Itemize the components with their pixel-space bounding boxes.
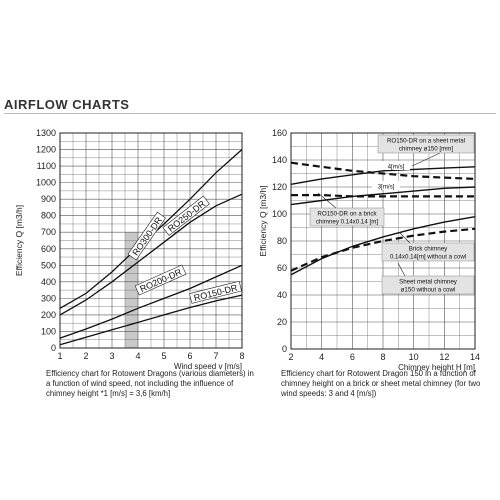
y-tick-label: 60 [277, 263, 287, 273]
series-label-box [162, 195, 210, 236]
y-tick-label: 0 [51, 343, 56, 353]
x-axis-label: Chimney height H [m] [398, 363, 475, 372]
y-tick-label: 20 [277, 317, 287, 327]
x-tick-label: 5 [161, 351, 166, 361]
y-axis-label: Efficiency Q [m3/h] [14, 205, 24, 276]
annotation-text: RO150-DR on a brick [317, 211, 377, 218]
series-label-box [189, 280, 242, 304]
x-tick-label: 10 [409, 352, 419, 362]
y-tick-label: 120 [272, 182, 287, 192]
x-tick-label: 4 [135, 351, 140, 361]
x-tick-label: 8 [380, 352, 385, 362]
annotation-text: Sheet metal chimney [399, 279, 458, 286]
annotation-text: chimney ø150 [mm] [399, 146, 454, 153]
wind-speed-chart: 0 100 200 300 400 500 600 700 800 900 1000 1100 1200… [14, 128, 245, 371]
y-tick-label: 1300 [36, 128, 56, 138]
annotation-text: 3[m/s] [378, 184, 395, 191]
annotation-text: ø150 without a cowl [401, 287, 456, 294]
page-title: AIRFLOW CHARTS [4, 97, 130, 112]
y-tick-label: 100 [41, 326, 56, 336]
plot-frame [290, 132, 476, 350]
y-tick-label: 500 [41, 260, 56, 270]
y-tick-label: 900 [41, 194, 56, 204]
x-tick-label: 12 [439, 352, 449, 362]
x-axis-label: Wind speed v [m/s] [174, 362, 242, 371]
annotation-leader [399, 232, 411, 244]
y-tick-label: 100 [272, 209, 287, 219]
x-tick-label: 1 [57, 351, 62, 361]
annotation-leader [411, 152, 441, 167]
y-tick-label: 1100 [37, 161, 56, 171]
y-tick-label: 700 [41, 227, 56, 237]
y-tick-label: 200 [41, 310, 56, 320]
y-tick-label: 1000 [36, 178, 56, 188]
series-line [59, 193, 243, 316]
annotation-leader [317, 192, 337, 209]
y-tick-label: 40 [277, 290, 287, 300]
x-tick-label: 14 [470, 352, 480, 362]
series-line [290, 161, 476, 180]
y-tick-label: 160 [272, 128, 287, 138]
series-label-box [127, 211, 166, 261]
x-tick-label: 7 [213, 351, 218, 361]
x-tick-label: 2 [288, 352, 293, 362]
series-line [290, 186, 476, 206]
series-label-box [134, 264, 187, 296]
y-tick-label: 600 [41, 244, 56, 254]
y-tick-label: 800 [41, 211, 56, 221]
annotation-box [377, 134, 475, 154]
y-tick-label: 300 [41, 293, 56, 303]
x-tick-label: 6 [187, 351, 192, 361]
title-divider [4, 113, 496, 114]
x-tick-label: 2 [83, 351, 88, 361]
annotation-leader [397, 262, 406, 277]
annotation-box [372, 181, 400, 190]
left-chart-caption: Efficiency chart for Rotowent Dragons (v… [46, 369, 254, 398]
chimney-height-chart: 0 20 40 60 80 100 120 140 160 2 4 6 8 10 12 14 Efficienc… [258, 128, 480, 372]
x-tick-label: 4 [319, 352, 324, 362]
y-tick-label: 140 [272, 155, 287, 165]
y-tick-label: 0 [282, 344, 287, 354]
annotation-text: 0.14x0.14[m] without a cowl [390, 254, 466, 261]
annotation-box [381, 242, 475, 262]
annotation-box [381, 275, 475, 295]
annotation-box [309, 207, 385, 227]
y-axis-label: Efficiency Q [m3/h] [258, 185, 268, 256]
right-chart-caption: Efficiency chart for Rotowent Dragon 150… [281, 369, 481, 398]
series-line [290, 216, 476, 276]
series-line [290, 166, 476, 185]
series-line [59, 294, 243, 346]
x-tick-label: 6 [350, 352, 355, 362]
annotation-text: Brick chimney [409, 246, 448, 253]
annotation-box [382, 161, 410, 170]
series-label-group: RO200-DR [134, 264, 187, 296]
annotation-text: 4[m/s] [388, 164, 405, 171]
annotation-text: RO150-DR on a sheet metal [387, 138, 465, 145]
series-line [291, 194, 475, 198]
y-tick-label: 80 [277, 236, 287, 246]
y-tick-label: 400 [41, 277, 56, 287]
series-line [290, 227, 476, 272]
x-tick-label: 8 [239, 351, 244, 361]
annotation-text: chimney 0.14x0.14 [m] [316, 219, 379, 226]
series-line [59, 264, 243, 339]
x-tick-label: 3 [109, 351, 114, 361]
y-tick-label: 1200 [36, 145, 56, 155]
plot-frame [59, 132, 243, 349]
